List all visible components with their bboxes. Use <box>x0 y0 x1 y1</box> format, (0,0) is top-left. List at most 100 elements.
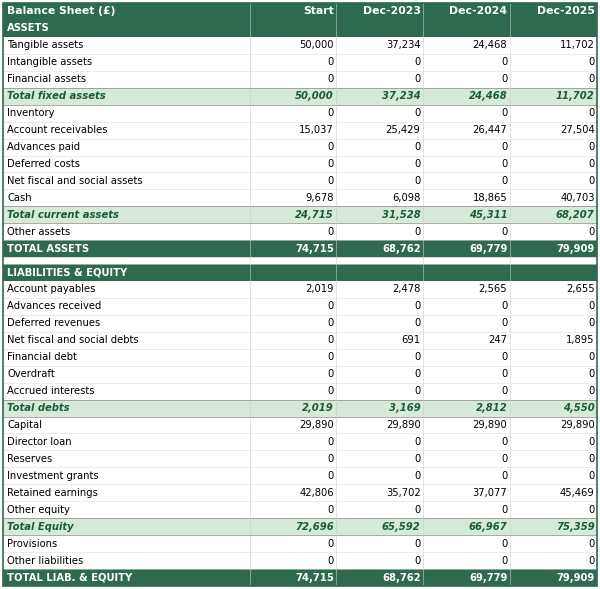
Text: 2,565: 2,565 <box>479 284 507 294</box>
Text: 9,678: 9,678 <box>305 193 334 203</box>
Text: 0: 0 <box>328 539 334 549</box>
Text: 24,468: 24,468 <box>473 40 507 50</box>
Bar <box>3 206 597 223</box>
Text: 0: 0 <box>501 505 507 515</box>
Text: 0: 0 <box>501 386 507 396</box>
Bar <box>3 468 597 484</box>
Bar <box>3 298 597 315</box>
Text: 0: 0 <box>415 74 421 84</box>
Text: 0: 0 <box>328 471 334 481</box>
Text: 0: 0 <box>328 227 334 237</box>
Text: Total fixed assets: Total fixed assets <box>7 91 106 101</box>
Text: 0: 0 <box>501 471 507 481</box>
Text: Tangible assets: Tangible assets <box>7 40 83 50</box>
Text: 35,702: 35,702 <box>386 488 421 498</box>
Bar <box>3 349 597 366</box>
Text: 74,715: 74,715 <box>295 244 334 254</box>
Bar <box>3 155 597 173</box>
Text: 0: 0 <box>589 108 595 118</box>
Bar <box>3 399 597 416</box>
Text: 6,098: 6,098 <box>392 193 421 203</box>
Text: Financial debt: Financial debt <box>7 352 77 362</box>
Text: 0: 0 <box>328 437 334 447</box>
Text: 0: 0 <box>328 555 334 565</box>
Bar <box>3 173 597 190</box>
Text: 68,762: 68,762 <box>382 573 421 583</box>
Text: 0: 0 <box>415 437 421 447</box>
Text: 0: 0 <box>328 505 334 515</box>
Text: 0: 0 <box>589 539 595 549</box>
Text: Other equity: Other equity <box>7 505 70 515</box>
Text: 0: 0 <box>501 57 507 67</box>
Text: 247: 247 <box>488 335 507 345</box>
Text: Dec-2025: Dec-2025 <box>537 6 595 16</box>
Text: 0: 0 <box>415 471 421 481</box>
Text: 69,779: 69,779 <box>469 573 507 583</box>
Text: 79,909: 79,909 <box>556 244 595 254</box>
Text: Financial assets: Financial assets <box>7 74 86 84</box>
Text: 0: 0 <box>328 74 334 84</box>
Text: 0: 0 <box>589 471 595 481</box>
Text: Advances paid: Advances paid <box>7 142 80 152</box>
Text: 45,311: 45,311 <box>469 210 507 220</box>
Text: 69,779: 69,779 <box>469 244 507 254</box>
Text: 2,019: 2,019 <box>305 284 334 294</box>
Bar <box>3 451 597 468</box>
Text: 29,890: 29,890 <box>299 420 334 430</box>
Bar <box>3 434 597 451</box>
Text: 72,696: 72,696 <box>295 522 334 532</box>
Text: 0: 0 <box>501 74 507 84</box>
Text: 0: 0 <box>501 302 507 312</box>
Text: 2,812: 2,812 <box>476 403 507 413</box>
Text: Deferred costs: Deferred costs <box>7 159 80 169</box>
Text: Reserves: Reserves <box>7 454 52 464</box>
Text: Inventory: Inventory <box>7 108 55 118</box>
Text: Start: Start <box>303 6 334 16</box>
Text: 0: 0 <box>415 142 421 152</box>
Text: 0: 0 <box>415 227 421 237</box>
Text: Total current assets: Total current assets <box>7 210 119 220</box>
Text: 0: 0 <box>589 352 595 362</box>
Bar <box>3 37 597 54</box>
Bar <box>3 416 597 434</box>
Text: 0: 0 <box>589 142 595 152</box>
Text: 0: 0 <box>328 159 334 169</box>
Bar <box>3 484 597 501</box>
Text: 0: 0 <box>328 108 334 118</box>
Bar <box>3 501 597 518</box>
Text: 0: 0 <box>415 57 421 67</box>
Bar <box>3 71 597 88</box>
Text: 0: 0 <box>328 335 334 345</box>
Text: 0: 0 <box>501 352 507 362</box>
Text: Investment grants: Investment grants <box>7 471 99 481</box>
Text: 18,865: 18,865 <box>473 193 507 203</box>
Text: 0: 0 <box>589 227 595 237</box>
Text: 0: 0 <box>589 386 595 396</box>
Text: 0: 0 <box>328 142 334 152</box>
Bar <box>3 3 597 20</box>
Text: 0: 0 <box>328 386 334 396</box>
Text: 0: 0 <box>328 57 334 67</box>
Text: Cash: Cash <box>7 193 32 203</box>
Text: 26,447: 26,447 <box>473 125 507 135</box>
Text: 50,000: 50,000 <box>295 91 334 101</box>
Bar <box>3 315 597 332</box>
Text: ASSETS: ASSETS <box>7 24 50 34</box>
Text: 75,359: 75,359 <box>556 522 595 532</box>
Text: LIABILITIES & EQUITY: LIABILITIES & EQUITY <box>7 267 127 277</box>
Text: Account payables: Account payables <box>7 284 95 294</box>
Text: 29,890: 29,890 <box>473 420 507 430</box>
Text: 0: 0 <box>589 505 595 515</box>
Bar <box>3 105 597 121</box>
Text: 0: 0 <box>589 302 595 312</box>
Text: 37,077: 37,077 <box>473 488 507 498</box>
Text: Other assets: Other assets <box>7 227 70 237</box>
Text: Dec-2024: Dec-2024 <box>449 6 507 16</box>
Text: 0: 0 <box>589 74 595 84</box>
Bar <box>3 332 597 349</box>
Text: 29,890: 29,890 <box>386 420 421 430</box>
Text: 0: 0 <box>328 454 334 464</box>
Text: Total Equity: Total Equity <box>7 522 74 532</box>
Bar <box>3 88 597 105</box>
Text: 37,234: 37,234 <box>382 91 421 101</box>
